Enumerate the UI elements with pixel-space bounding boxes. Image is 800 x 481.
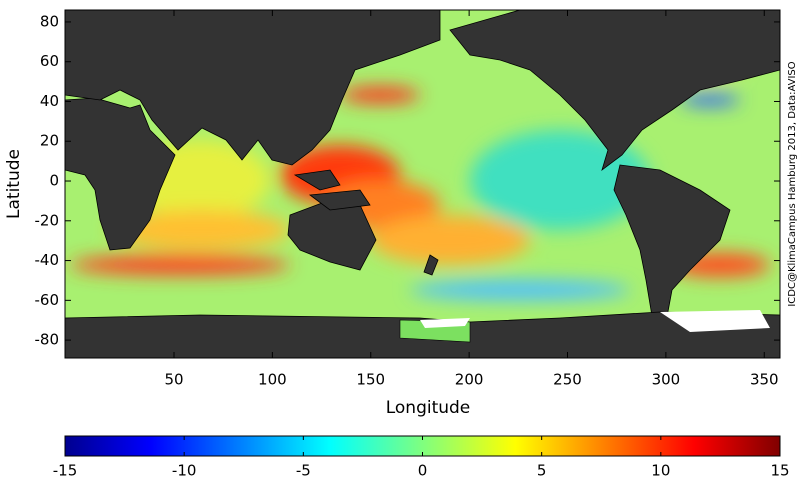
y-tick-label: 60 [40,52,59,70]
y-tick-label: 80 [40,12,59,30]
ice-shelf [420,310,770,332]
x-tick-label: 50 [164,371,183,389]
y-tick-label: -60 [35,291,60,309]
x-axis-label: Longitude [386,398,471,418]
colorbar-tick-label: -10 [172,462,197,480]
colorbar-tick-label: 10 [651,462,670,480]
plot-frame [64,9,781,359]
land [65,10,441,166]
colorbar-tick-label: -15 [53,462,78,480]
y-tick-label: -20 [35,211,60,229]
y-tick-label: 40 [40,92,59,110]
y-tick-label: 0 [49,172,59,190]
y-tick-label: -40 [35,251,60,269]
x-tick-label: 350 [750,371,779,389]
credit: ICDC@KlimaCampus Hamburg 2013, Data:AVIS… [787,61,798,306]
land [65,97,176,251]
colorbar-tick-label: 0 [418,462,428,480]
x-tick-label: 200 [455,371,484,389]
colorbar-tick-label: 15 [770,462,789,480]
colorbar-tick-label: 5 [537,462,547,480]
land [293,169,439,276]
y-tick-label: -80 [35,331,60,349]
land [449,10,780,172]
colorbar-tick-label: -5 [296,462,311,480]
y-tick-label: 20 [40,132,59,150]
y-axis-label: Latitude [4,149,24,219]
x-tick-label: 150 [356,371,385,389]
x-tick-label: 250 [553,371,582,389]
x-tick-label: 100 [258,371,287,389]
x-tick-label: 300 [652,371,681,389]
land [613,164,731,323]
map-field [65,10,780,358]
